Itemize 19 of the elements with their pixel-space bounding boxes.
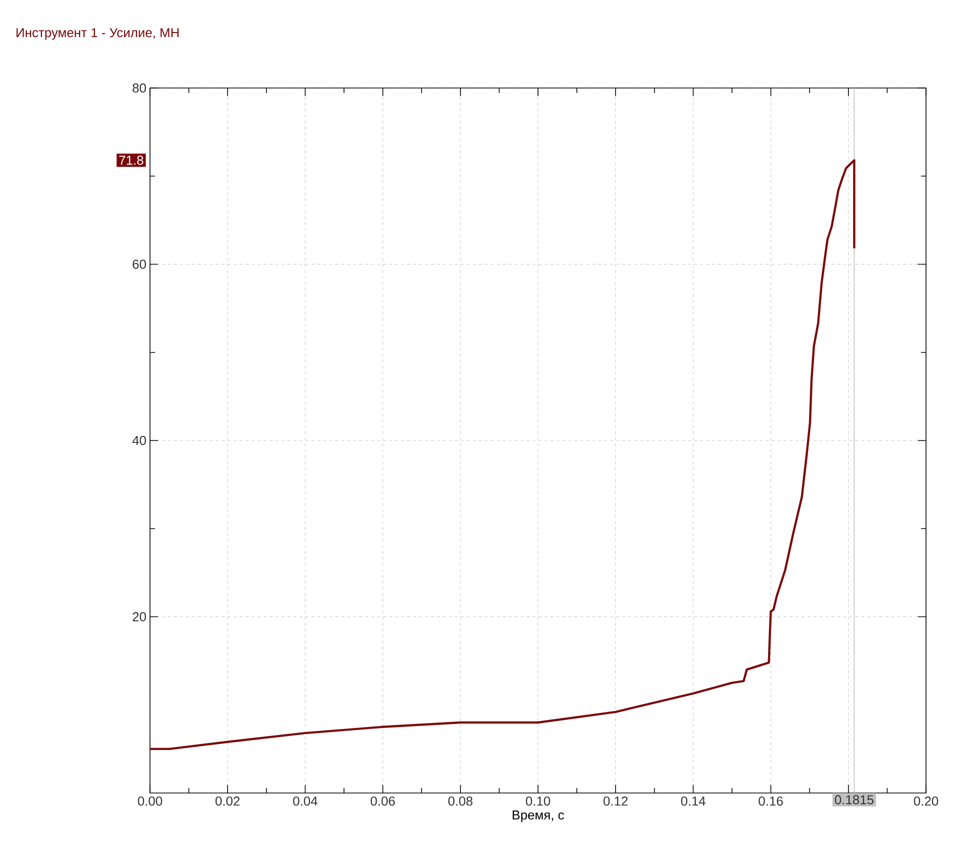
- y-tick-label: 80: [132, 83, 146, 93]
- x-tick-label: 0.20: [914, 796, 938, 806]
- x-tick-label: 0.16: [758, 796, 783, 806]
- line-series: [148, 159, 856, 750]
- x-tick-label: 0.12: [604, 796, 628, 806]
- x-tick-label: 0.00: [138, 796, 162, 806]
- x-tick-label: 0.14: [681, 796, 706, 806]
- x-tick-label: 0.10: [526, 796, 550, 806]
- x-tick-label: 0.02: [216, 796, 240, 806]
- x-axis-title: Время, с: [512, 810, 564, 822]
- x-tick-label: 0.08: [448, 796, 472, 806]
- y-tick-label: 40: [132, 436, 146, 446]
- x-tick-label: 0.04: [293, 796, 318, 806]
- ref-line-label: 0.1815: [834, 795, 874, 804]
- y-tick-label: 20: [132, 612, 146, 622]
- y-tick-label: 60: [132, 260, 146, 269]
- text: 71.8: [119, 156, 144, 165]
- chart-title: Инструмент 1 - Усилие, МН: [16, 28, 179, 40]
- x-tick-label: 0.06: [370, 796, 395, 806]
